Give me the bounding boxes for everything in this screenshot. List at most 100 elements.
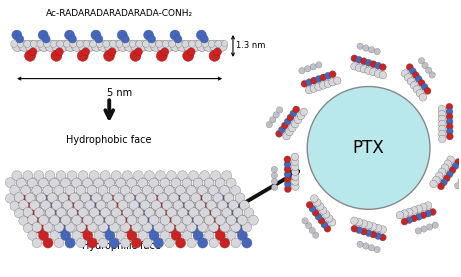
Circle shape: [437, 183, 444, 190]
Circle shape: [30, 200, 40, 210]
Circle shape: [361, 58, 367, 65]
Circle shape: [164, 40, 175, 51]
Circle shape: [201, 35, 208, 43]
Circle shape: [78, 171, 88, 181]
Circle shape: [178, 223, 188, 233]
Circle shape: [138, 194, 148, 203]
Circle shape: [16, 178, 26, 188]
Circle shape: [174, 35, 182, 43]
Circle shape: [138, 231, 148, 240]
Circle shape: [196, 30, 206, 40]
Circle shape: [76, 185, 86, 195]
Circle shape: [460, 117, 461, 124]
Circle shape: [415, 228, 421, 234]
Circle shape: [430, 180, 437, 188]
Circle shape: [365, 67, 372, 75]
Circle shape: [446, 118, 453, 125]
Circle shape: [193, 193, 203, 204]
Circle shape: [215, 40, 221, 47]
Circle shape: [83, 40, 89, 47]
Circle shape: [58, 40, 69, 51]
Circle shape: [134, 207, 143, 217]
Circle shape: [320, 74, 327, 81]
Circle shape: [222, 40, 228, 47]
Circle shape: [304, 66, 311, 72]
Circle shape: [231, 222, 241, 232]
Circle shape: [209, 201, 218, 211]
Circle shape: [147, 193, 157, 202]
Circle shape: [176, 185, 185, 195]
Circle shape: [240, 200, 249, 210]
Circle shape: [65, 186, 75, 195]
Circle shape: [116, 178, 126, 188]
Circle shape: [158, 208, 168, 218]
Circle shape: [98, 40, 109, 51]
Circle shape: [51, 50, 62, 61]
Circle shape: [63, 216, 72, 225]
Circle shape: [197, 185, 207, 195]
Circle shape: [363, 45, 369, 51]
Circle shape: [215, 193, 225, 204]
Circle shape: [171, 178, 181, 188]
Circle shape: [370, 68, 377, 76]
Circle shape: [425, 210, 431, 217]
Circle shape: [54, 201, 64, 211]
Circle shape: [178, 207, 188, 217]
Circle shape: [49, 178, 59, 188]
Circle shape: [29, 48, 37, 56]
Circle shape: [429, 209, 436, 216]
Circle shape: [455, 159, 461, 166]
Circle shape: [50, 40, 56, 47]
Circle shape: [460, 105, 461, 112]
Circle shape: [134, 208, 143, 218]
Circle shape: [187, 48, 195, 56]
Circle shape: [36, 193, 46, 202]
Circle shape: [124, 40, 135, 51]
Circle shape: [112, 207, 121, 217]
Circle shape: [45, 171, 55, 181]
Circle shape: [107, 200, 117, 210]
Circle shape: [284, 161, 291, 168]
Circle shape: [142, 40, 149, 47]
Circle shape: [438, 120, 446, 128]
Circle shape: [211, 171, 221, 181]
Circle shape: [89, 223, 99, 233]
Circle shape: [291, 173, 299, 181]
Circle shape: [189, 208, 199, 218]
Circle shape: [177, 40, 188, 51]
Circle shape: [151, 200, 161, 210]
Circle shape: [107, 200, 117, 210]
Circle shape: [215, 178, 225, 188]
Circle shape: [72, 215, 82, 225]
Circle shape: [38, 30, 48, 40]
Circle shape: [415, 205, 422, 212]
Circle shape: [156, 208, 165, 218]
Circle shape: [182, 178, 192, 188]
Circle shape: [355, 219, 363, 226]
Circle shape: [96, 40, 103, 47]
Circle shape: [14, 193, 24, 202]
Circle shape: [65, 185, 75, 195]
Circle shape: [45, 207, 55, 217]
Circle shape: [91, 40, 102, 51]
Circle shape: [144, 171, 154, 181]
Circle shape: [59, 209, 68, 218]
Circle shape: [12, 40, 23, 51]
Circle shape: [5, 178, 15, 188]
Circle shape: [83, 215, 93, 225]
Circle shape: [422, 62, 428, 69]
Circle shape: [144, 40, 155, 51]
Circle shape: [218, 200, 227, 210]
Circle shape: [291, 153, 299, 161]
Circle shape: [25, 193, 35, 203]
Circle shape: [112, 208, 121, 218]
Circle shape: [127, 215, 137, 225]
Circle shape: [379, 234, 386, 241]
Circle shape: [319, 207, 327, 214]
Circle shape: [77, 238, 86, 248]
Circle shape: [169, 193, 179, 203]
Circle shape: [145, 207, 154, 217]
Circle shape: [10, 185, 20, 195]
Circle shape: [113, 193, 124, 203]
Circle shape: [426, 224, 433, 230]
